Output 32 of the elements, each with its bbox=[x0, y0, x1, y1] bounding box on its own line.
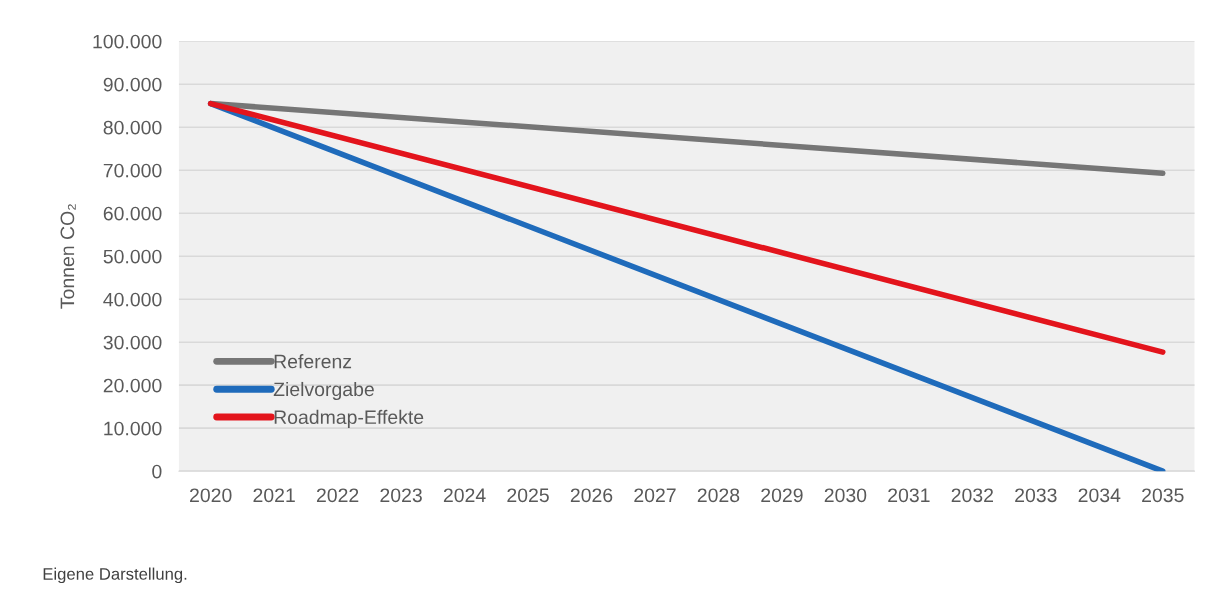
x-tick-label: 2030 bbox=[824, 488, 867, 503]
x-tick-label: 2031 bbox=[888, 488, 930, 503]
x-tick-label: 2023 bbox=[380, 488, 422, 503]
y-tick-label: 100.000 bbox=[93, 34, 162, 49]
text: Eigene Darstellung. bbox=[43, 567, 187, 584]
y-tick-label: 0 bbox=[152, 464, 162, 479]
x-tick-label: 2024 bbox=[443, 488, 486, 503]
x-tick-label: 2025 bbox=[507, 488, 549, 503]
legend-label: Roadmap-Effekte bbox=[274, 409, 424, 428]
x-tick-label: 2029 bbox=[761, 488, 803, 503]
x-tick-label: 2021 bbox=[253, 488, 295, 503]
y-tick-label: 80.000 bbox=[103, 120, 162, 135]
x-tick-label: 2026 bbox=[570, 488, 613, 503]
y-tick-label: 50.000 bbox=[103, 249, 162, 264]
y-axis-title: Tonnen CO₂ bbox=[60, 204, 76, 309]
y-tick-label: 30.000 bbox=[103, 335, 162, 350]
x-tick-label: 2034 bbox=[1078, 488, 1121, 503]
x-tick-label: 2027 bbox=[634, 488, 676, 503]
x-tick-label: 2033 bbox=[1015, 488, 1057, 503]
x-tick-label: 2035 bbox=[1142, 488, 1184, 503]
y-tick-label: 40.000 bbox=[103, 292, 162, 307]
x-tick-label: 2028 bbox=[697, 488, 740, 503]
y-tick-label: 20.000 bbox=[103, 378, 162, 393]
y-tick-label: 70.000 bbox=[103, 163, 162, 178]
x-tick-label: 2022 bbox=[316, 488, 359, 503]
y-tick-label: 90.000 bbox=[103, 77, 162, 92]
legend-label: Zielvorgabe bbox=[273, 381, 374, 401]
x-tick-label: 2032 bbox=[951, 488, 993, 503]
y-tick-label: 10.000 bbox=[104, 421, 162, 436]
x-tick-label: 2020 bbox=[190, 488, 232, 503]
legend-label: Referenz bbox=[274, 354, 352, 369]
y-tick-label: 60.000 bbox=[103, 206, 162, 221]
